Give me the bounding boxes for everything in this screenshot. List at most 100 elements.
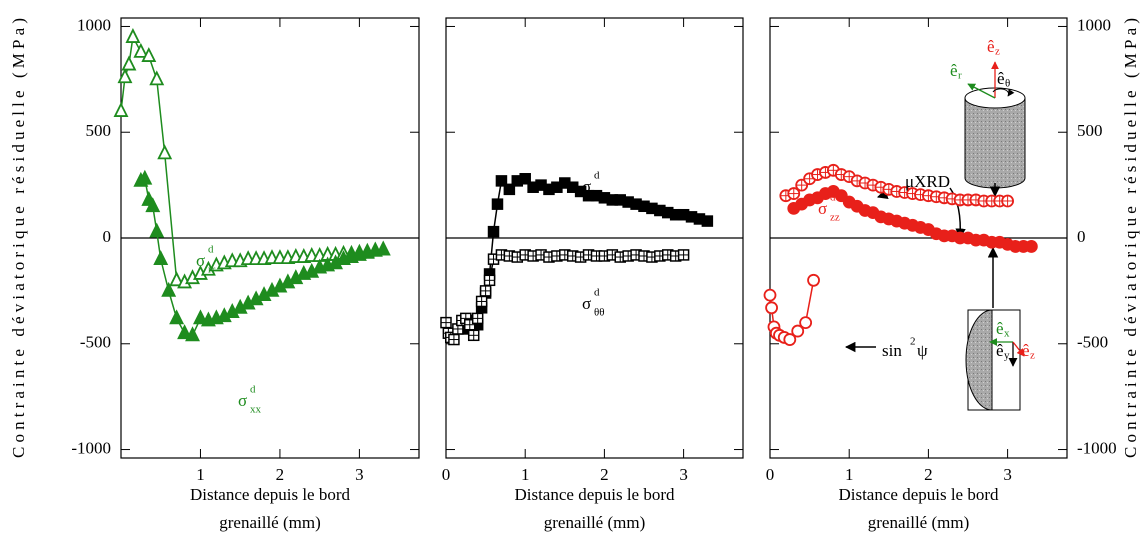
basis-vector: ê <box>997 69 1005 88</box>
marker <box>121 55 137 71</box>
marker <box>157 144 173 160</box>
marker-body <box>791 324 805 338</box>
marker <box>1001 194 1014 208</box>
series-label-sub: yy <box>594 190 606 202</box>
marker <box>487 225 500 238</box>
marker <box>375 240 391 256</box>
marker <box>141 47 157 62</box>
marker <box>145 197 161 213</box>
marker <box>483 274 496 287</box>
series-label: σ <box>582 294 591 313</box>
sin2psi-end: ψ <box>917 341 928 360</box>
marker <box>479 285 492 297</box>
series-label: σ <box>196 251 205 270</box>
series-label-sup: d <box>250 384 256 396</box>
y-tick-label: 1000 <box>77 15 111 34</box>
basis-vector: ê <box>1022 341 1030 360</box>
marker <box>137 169 153 185</box>
y-tick-label: 500 <box>86 121 112 140</box>
y-tick-label: -1000 <box>71 438 111 457</box>
marker-body <box>765 301 778 315</box>
series-label: σ <box>582 177 591 196</box>
series-label: σ <box>238 391 247 410</box>
y-tick-label: 0 <box>103 227 112 246</box>
x-tick-label: 3 <box>1003 465 1012 484</box>
marker <box>169 309 185 325</box>
basis-vector-sub: θ <box>1005 78 1010 90</box>
marker <box>787 187 801 200</box>
basis-vector-sub: y <box>1004 350 1010 362</box>
cylinder-diagram <box>964 61 1026 198</box>
y-tick-label: 500 <box>1077 121 1103 140</box>
y-tick-label: -500 <box>1077 333 1108 352</box>
y-axis-label: Contrainte déviatorique résiduelle (MPa) <box>9 18 28 458</box>
y-tick-label: -1000 <box>1077 438 1117 457</box>
marker <box>125 28 141 43</box>
marker-body <box>799 316 813 330</box>
y-axis-label: Contrainte déviatorique résiduelle (MPa) <box>1121 18 1140 458</box>
marker <box>471 312 484 325</box>
marker <box>791 324 805 338</box>
sin2psi-label: sin <box>882 341 902 360</box>
marker <box>113 102 129 117</box>
marker-body <box>701 215 714 227</box>
x-axis-label: grenaillé (mm) <box>219 513 321 532</box>
sin2psi-sup: 2 <box>910 336 916 348</box>
marker <box>1024 240 1038 253</box>
marker <box>701 215 714 227</box>
basis-vector: ê <box>996 319 1004 338</box>
marker <box>763 288 777 302</box>
marker <box>807 273 820 287</box>
method-label: μXRD <box>905 172 950 191</box>
marker-body <box>495 175 508 187</box>
series-label-sup: d <box>594 287 600 299</box>
marker <box>677 249 690 261</box>
y-tick-label: -500 <box>80 333 111 352</box>
x-axis-label: Distance depuis le bord <box>190 485 351 504</box>
marker-body <box>503 183 516 196</box>
marker-body <box>519 173 531 185</box>
x-tick-label: 0 <box>766 465 775 484</box>
y-tick-label: 0 <box>1077 227 1086 246</box>
marker <box>153 250 169 266</box>
marker <box>765 301 778 315</box>
basis-vector-sub: z <box>995 46 1000 58</box>
basis-vector-sub: x <box>1004 328 1010 340</box>
marker <box>193 309 208 325</box>
x-axis-label: Distance depuis le bord <box>838 485 999 504</box>
x-tick-label: 0 <box>442 465 451 484</box>
basis-vector: ê <box>996 341 1004 360</box>
basis-vector-sub: r <box>958 70 962 82</box>
x-tick-label: 1 <box>196 465 205 484</box>
y-tick-label: 1000 <box>1077 15 1111 34</box>
marker-body <box>783 333 797 346</box>
x-tick-label: 1 <box>845 465 854 484</box>
marker-body <box>763 288 777 302</box>
marker <box>495 175 508 187</box>
series-label-sub: zz <box>830 212 840 224</box>
x-tick-label: 2 <box>276 465 285 484</box>
x-tick-label: 2 <box>924 465 933 484</box>
marker-body <box>807 273 820 287</box>
series-label-sup: d <box>594 170 600 182</box>
x-axis-label: grenaillé (mm) <box>868 513 970 532</box>
marker <box>799 316 813 330</box>
marker <box>467 329 480 342</box>
series-label-sup: d <box>208 244 214 256</box>
marker <box>149 70 165 86</box>
x-axis-label: Distance depuis le bord <box>514 485 675 504</box>
marker <box>448 333 460 346</box>
marker-body <box>1024 240 1038 253</box>
series-label: σ <box>818 199 827 218</box>
marker <box>177 324 193 340</box>
marker-body <box>491 198 504 210</box>
marker <box>440 316 452 329</box>
marker-body <box>487 225 500 238</box>
marker <box>133 42 149 58</box>
marker <box>475 295 488 308</box>
series-line <box>120 34 384 284</box>
half-disc-diagram <box>965 246 1025 411</box>
basis-vector-sub: z <box>1030 350 1035 362</box>
marker <box>161 281 177 297</box>
